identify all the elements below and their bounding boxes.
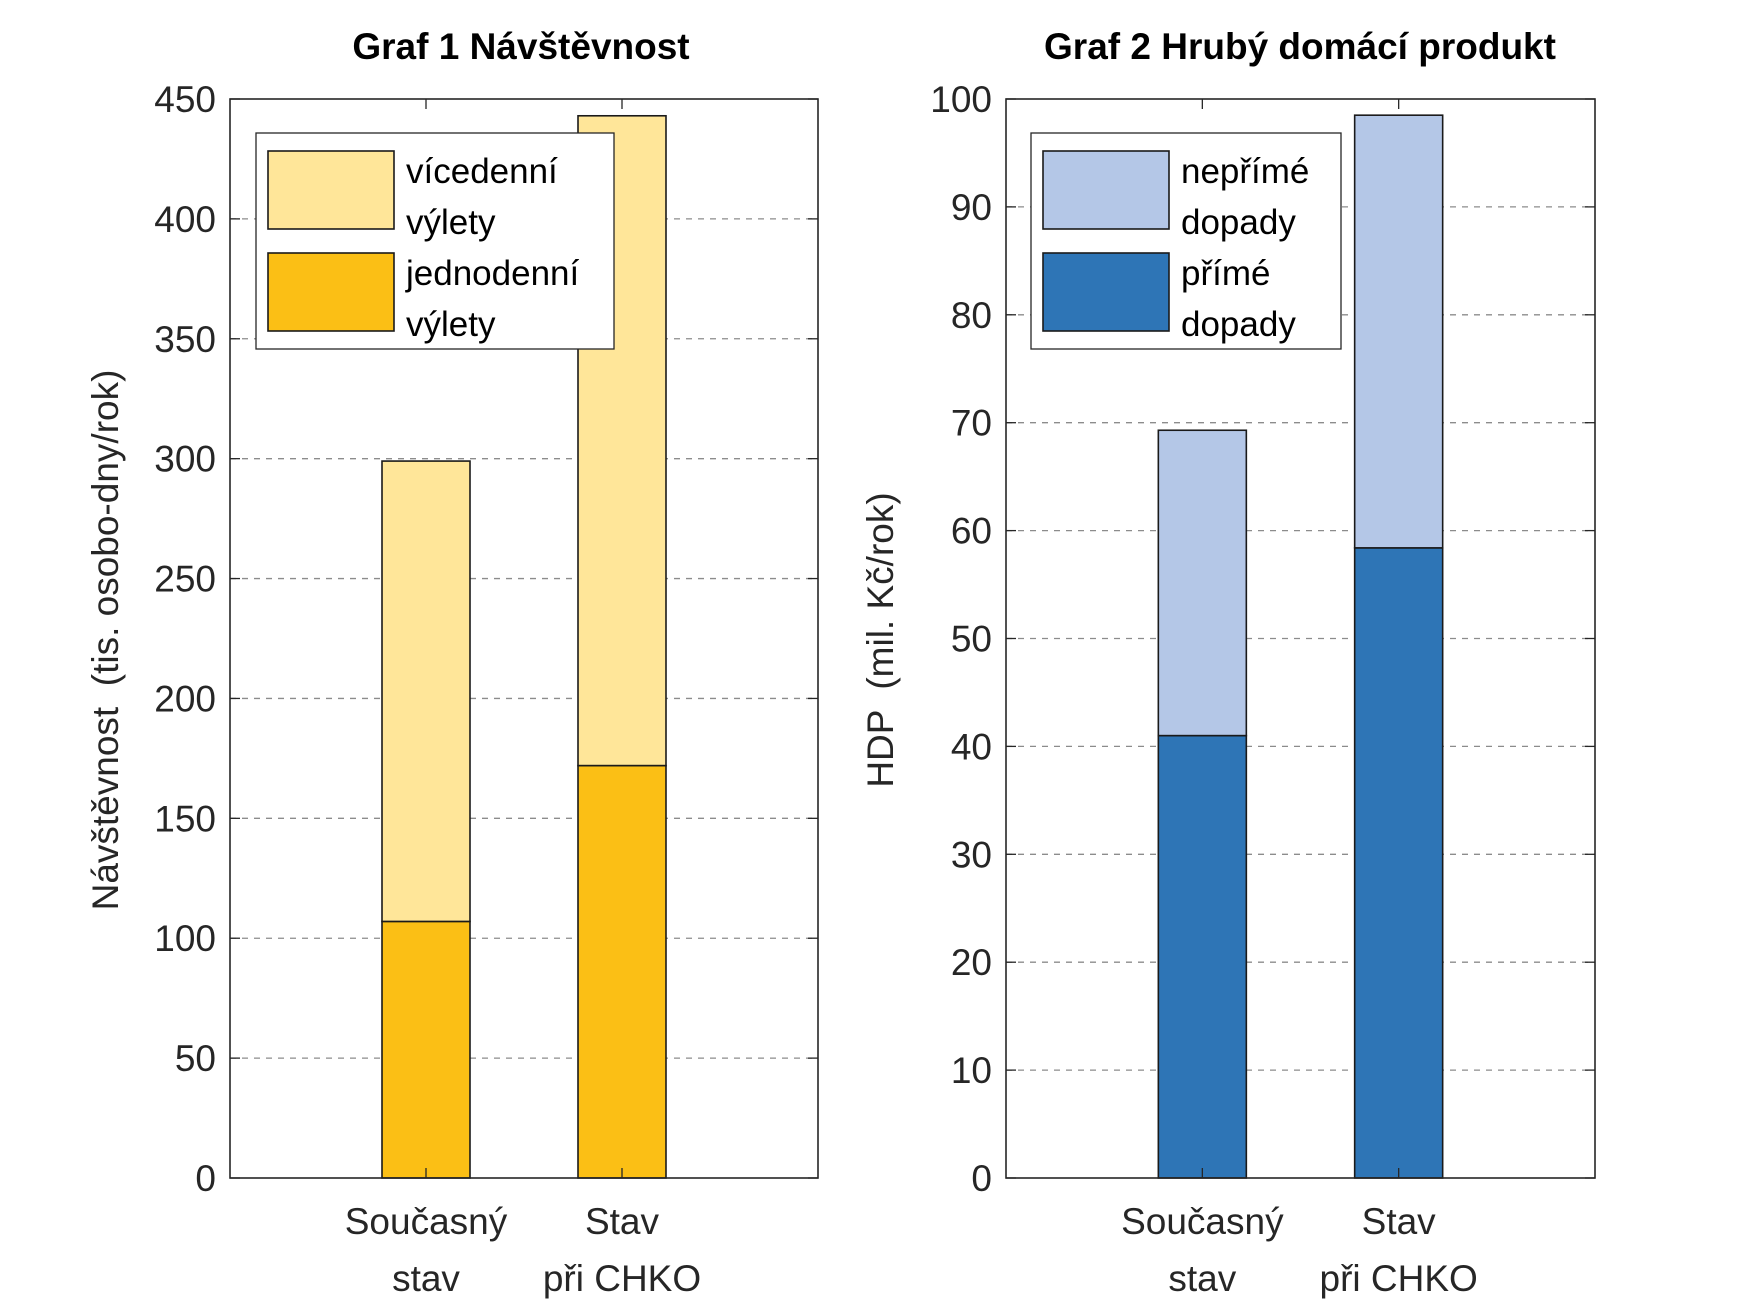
legend-swatch: [267, 150, 395, 230]
y-tick-label: 350: [154, 319, 216, 360]
chart-title: Graf 2 Hrubý domácí produkt: [1044, 26, 1556, 67]
y-axis-label: Návštěvnost (tis. osobo-dny/rok): [85, 370, 126, 911]
y-tick-label: 90: [951, 187, 992, 228]
y-tick-label: 150: [154, 798, 216, 839]
chart-2: 0 10 20 30 40 50 60 70 80 90 100 Současný stav Stav př…: [860, 26, 1596, 1299]
y-tick-label: 250: [154, 559, 216, 600]
legend: vícedenní výlety jednodenní výlety: [255, 132, 615, 350]
x-tick-label: Stav: [585, 1201, 660, 1242]
y-tick-label: 60: [951, 511, 992, 552]
y-tick-label: 30: [951, 834, 992, 875]
y-tick-label: 400: [154, 199, 216, 240]
y-tick-label: 200: [154, 678, 216, 719]
chart-title: Graf 1 Návštěvnost: [352, 26, 689, 67]
bar-segment: [1157, 734, 1248, 1179]
bar-segment: [1353, 547, 1444, 1179]
legend-label: dopady: [1181, 203, 1296, 242]
y-tick-label: 450: [154, 79, 216, 120]
x-tick-label: při CHKO: [543, 1258, 701, 1299]
axes-frame: [1005, 98, 1596, 1179]
y-tick-label: 70: [951, 403, 992, 444]
y-tick-label: 10: [951, 1050, 992, 1091]
legend-label: výlety: [406, 305, 496, 344]
x-tick-label: Současný: [345, 1201, 508, 1242]
y-tick-label: 40: [951, 726, 992, 767]
y-tick-label: 100: [154, 918, 216, 959]
y-tick-label: 50: [951, 619, 992, 660]
x-tick-label: Současný: [1121, 1201, 1284, 1242]
bar-segment: [381, 920, 471, 1179]
x-tick-label: stav: [392, 1258, 460, 1299]
x-tick-label: Stav: [1362, 1201, 1437, 1242]
y-axis-label: HDP (mil. Kč/rok): [860, 492, 901, 787]
legend-label: jednodenní: [405, 254, 579, 293]
legend-label: přímé: [1181, 254, 1270, 293]
legend-label: dopady: [1181, 305, 1296, 344]
y-tick-label: 20: [951, 942, 992, 983]
bar-segment: [381, 460, 471, 923]
y-tick-label: 0: [195, 1158, 216, 1199]
legend: nepřímé dopady přímé dopady: [1030, 132, 1342, 350]
axes-frame: [229, 98, 819, 1179]
legend-swatch: [267, 252, 395, 332]
bar-segment: [1353, 114, 1444, 549]
legend-label: vícedenní: [406, 152, 558, 191]
bar-segment: [577, 764, 667, 1179]
y-tick-label: 50: [175, 1038, 216, 1079]
chart-1: 0 50 100 150 200 250 300 350 400 450 Současný stav S…: [85, 26, 819, 1299]
legend-swatch: [1042, 150, 1170, 230]
x-tick-label: při CHKO: [1320, 1258, 1478, 1299]
legend-label: výlety: [406, 203, 496, 242]
y-tick-label: 300: [154, 439, 216, 480]
legend-swatch: [1042, 252, 1170, 332]
y-tick-label: 80: [951, 295, 992, 336]
y-tick-label: 0: [971, 1158, 992, 1199]
legend-label: nepřímé: [1181, 152, 1309, 191]
y-tick-label: 100: [930, 79, 992, 120]
bar-segment: [1157, 429, 1248, 737]
x-tick-label: stav: [1168, 1258, 1236, 1299]
